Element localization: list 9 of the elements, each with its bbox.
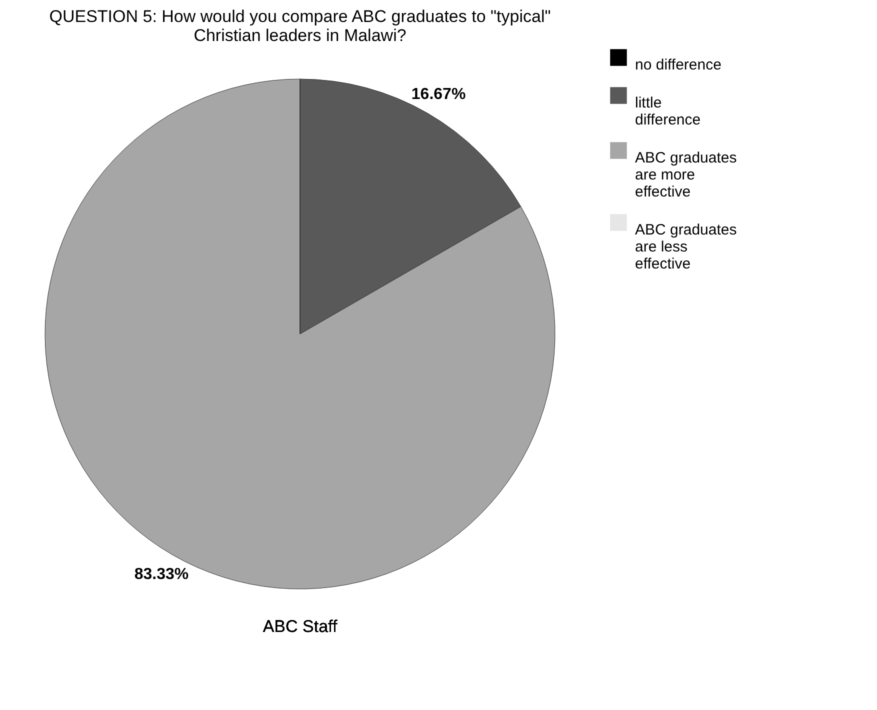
legend-label: little difference [635,94,701,128]
chart-title: QUESTION 5: How would you compare ABC graduates to "typical" Christian leaders in Malawi? [49,7,551,45]
data-label: 83.33% [134,566,189,583]
data-label: 16.67% [411,86,466,104]
text: ABC Staff [262,617,338,636]
legend-label: ABC graduates are more effective [635,150,737,200]
pie-slice [44,78,556,589]
legend-label: ABC graduates are less effective [635,222,737,272]
legend-label: no difference [635,56,722,74]
